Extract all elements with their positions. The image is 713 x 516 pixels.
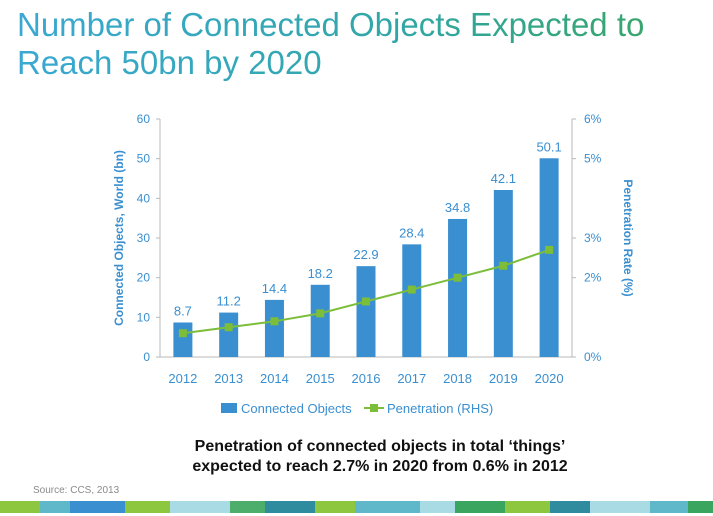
bar bbox=[539, 158, 559, 357]
stripe-segment bbox=[230, 501, 265, 513]
penetration-point bbox=[270, 317, 279, 326]
y-axis-title-left: Connected Objects, World (bn) bbox=[112, 150, 126, 326]
page-title: Number of Connected Objects Expected to … bbox=[17, 6, 707, 82]
legend-marker-penetration bbox=[370, 404, 378, 412]
penetration-point bbox=[224, 323, 233, 332]
x-tick-label: 2015 bbox=[306, 371, 335, 386]
y-tick-label-left: 20 bbox=[137, 271, 151, 285]
bar bbox=[310, 284, 330, 357]
y-tick-label-right: 2% bbox=[584, 271, 602, 285]
subtitle-line-2: expected to reach 2.7% in 2020 from 0.6%… bbox=[192, 458, 568, 475]
legend-label-penetration: Penetration (RHS) bbox=[387, 401, 493, 416]
y-axis-title-right: Penetration Rate (%) bbox=[621, 179, 635, 296]
legend-swatch-connected-objects bbox=[221, 403, 237, 413]
x-tick-label: 2016 bbox=[352, 371, 381, 386]
decorative-color-stripe bbox=[0, 501, 713, 513]
y-tick-label-left: 0 bbox=[143, 350, 150, 364]
bar-data-label: 8.7 bbox=[174, 303, 192, 318]
x-tick-label: 2018 bbox=[443, 371, 472, 386]
stripe-segment bbox=[650, 501, 688, 513]
penetration-point bbox=[316, 309, 325, 318]
penetration-point bbox=[407, 285, 416, 294]
y-tick-label-right: 6% bbox=[584, 112, 602, 126]
stripe-segment bbox=[265, 501, 315, 513]
chart-subtitle: Penetration of connected objects in tota… bbox=[130, 437, 630, 477]
bar-data-label: 18.2 bbox=[308, 266, 333, 281]
stripe-segment bbox=[0, 501, 40, 513]
bar-data-label: 42.1 bbox=[491, 171, 516, 186]
x-tick-label: 2014 bbox=[260, 371, 289, 386]
x-tick-label: 2017 bbox=[397, 371, 426, 386]
bar-data-label: 11.2 bbox=[216, 294, 240, 309]
bar-data-label: 22.9 bbox=[353, 247, 378, 262]
legend-label-connected-objects: Connected Objects bbox=[241, 401, 352, 416]
stripe-segment bbox=[550, 501, 590, 513]
stripe-segment bbox=[420, 501, 455, 513]
stripe-segment bbox=[455, 501, 505, 513]
x-tick-label: 2019 bbox=[489, 371, 518, 386]
penetration-point bbox=[178, 329, 187, 338]
stripe-segment bbox=[355, 501, 420, 513]
bar-data-label: 14.4 bbox=[262, 281, 287, 296]
x-tick-label: 2012 bbox=[168, 371, 197, 386]
bar bbox=[356, 266, 376, 357]
bar-data-label: 50.1 bbox=[536, 139, 561, 154]
stripe-segment bbox=[688, 501, 713, 513]
x-tick-label: 2020 bbox=[535, 371, 564, 386]
stripe-segment bbox=[125, 501, 170, 513]
y-tick-label-right: 5% bbox=[584, 152, 602, 166]
bar-data-label: 34.8 bbox=[445, 200, 470, 215]
bar bbox=[402, 244, 422, 357]
bar bbox=[493, 190, 513, 357]
penetration-point bbox=[362, 297, 370, 306]
bar-data-label: 28.4 bbox=[399, 225, 424, 240]
stripe-segment bbox=[590, 501, 650, 513]
y-tick-label-right: 3% bbox=[584, 231, 602, 245]
stripe-segment bbox=[315, 501, 355, 513]
chart: 0 10 20 30 40 50 60 0% 2% 3% 5% 6% Connected Objects… bbox=[112, 112, 635, 416]
bar bbox=[219, 312, 239, 357]
bar bbox=[448, 218, 468, 357]
y-tick-label-left: 40 bbox=[137, 191, 151, 205]
bar bbox=[173, 322, 193, 357]
penetration-point bbox=[545, 245, 554, 254]
bar bbox=[264, 299, 284, 357]
y-tick-label-left: 30 bbox=[137, 231, 151, 245]
y-tick-label-left: 50 bbox=[137, 152, 151, 166]
source-note: Source: CCS, 2013 bbox=[33, 485, 120, 496]
subtitle-line-1: Penetration of connected objects in tota… bbox=[194, 438, 566, 455]
stripe-segment bbox=[505, 501, 550, 513]
y-tick-label-left: 60 bbox=[137, 112, 151, 126]
x-tick-label: 2013 bbox=[214, 371, 243, 386]
stripe-segment bbox=[40, 501, 70, 513]
y-tick-label-right: 0% bbox=[584, 350, 602, 364]
stripe-segment bbox=[70, 501, 125, 513]
stripe-segment bbox=[170, 501, 230, 513]
y-tick-label-left: 10 bbox=[137, 310, 151, 324]
penetration-point bbox=[499, 261, 508, 270]
penetration-point bbox=[453, 273, 462, 282]
